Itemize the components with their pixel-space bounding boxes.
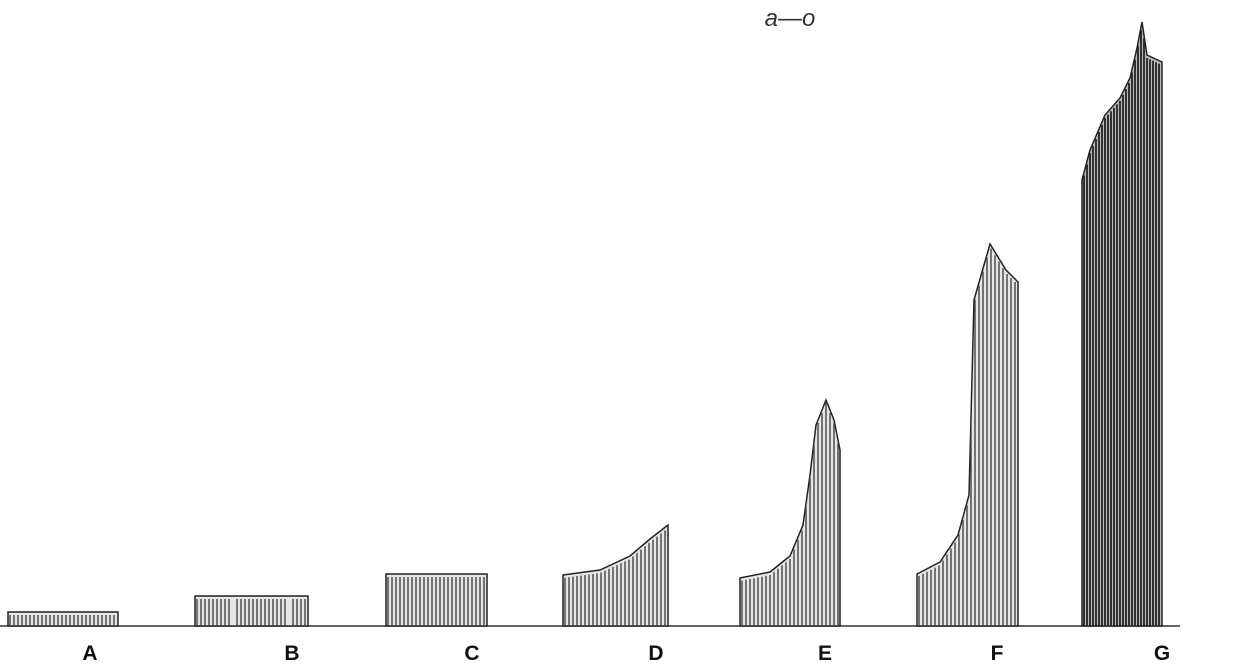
panel-label: B bbox=[284, 642, 299, 665]
cluster-outline bbox=[194, 595, 309, 627]
tube-cluster bbox=[385, 573, 488, 627]
panel-label: C bbox=[464, 642, 479, 665]
panel-label: D bbox=[648, 642, 663, 665]
tube-cluster bbox=[194, 595, 309, 627]
tube-cluster bbox=[739, 397, 841, 627]
cluster-outline bbox=[916, 242, 1019, 627]
panel-label: E bbox=[818, 642, 832, 665]
tube-cluster bbox=[1081, 21, 1163, 627]
panel-label: F bbox=[991, 642, 1004, 665]
tube-cluster bbox=[562, 523, 669, 627]
panel-label: A bbox=[82, 642, 97, 665]
tube-cluster bbox=[7, 611, 119, 627]
cluster-outline bbox=[739, 397, 841, 627]
cluster-outline bbox=[562, 523, 669, 627]
tube-cluster bbox=[916, 242, 1019, 627]
annotation: a—o bbox=[765, 5, 816, 32]
panel-label: G bbox=[1154, 642, 1170, 665]
